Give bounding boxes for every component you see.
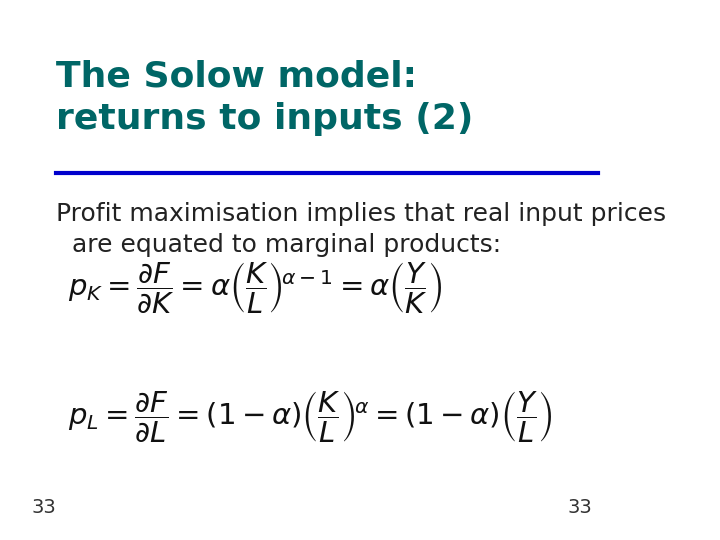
Text: The Solow model:
returns to inputs (2): The Solow model: returns to inputs (2) <box>55 59 473 136</box>
Text: $p_L = \dfrac{\partial F}{\partial L} = (1-\alpha)\left(\dfrac{K}{L}\right)^{\!\: $p_L = \dfrac{\partial F}{\partial L} = … <box>68 390 552 445</box>
Text: 33: 33 <box>567 498 592 517</box>
Text: $p_K = \dfrac{\partial F}{\partial K} = \alpha \left(\dfrac{K}{L}\right)^{\!\alp: $p_K = \dfrac{\partial F}{\partial K} = … <box>68 261 442 316</box>
Text: Profit maximisation implies that real input prices
  are equated to marginal pro: Profit maximisation implies that real in… <box>55 201 666 257</box>
Text: 33: 33 <box>31 498 56 517</box>
